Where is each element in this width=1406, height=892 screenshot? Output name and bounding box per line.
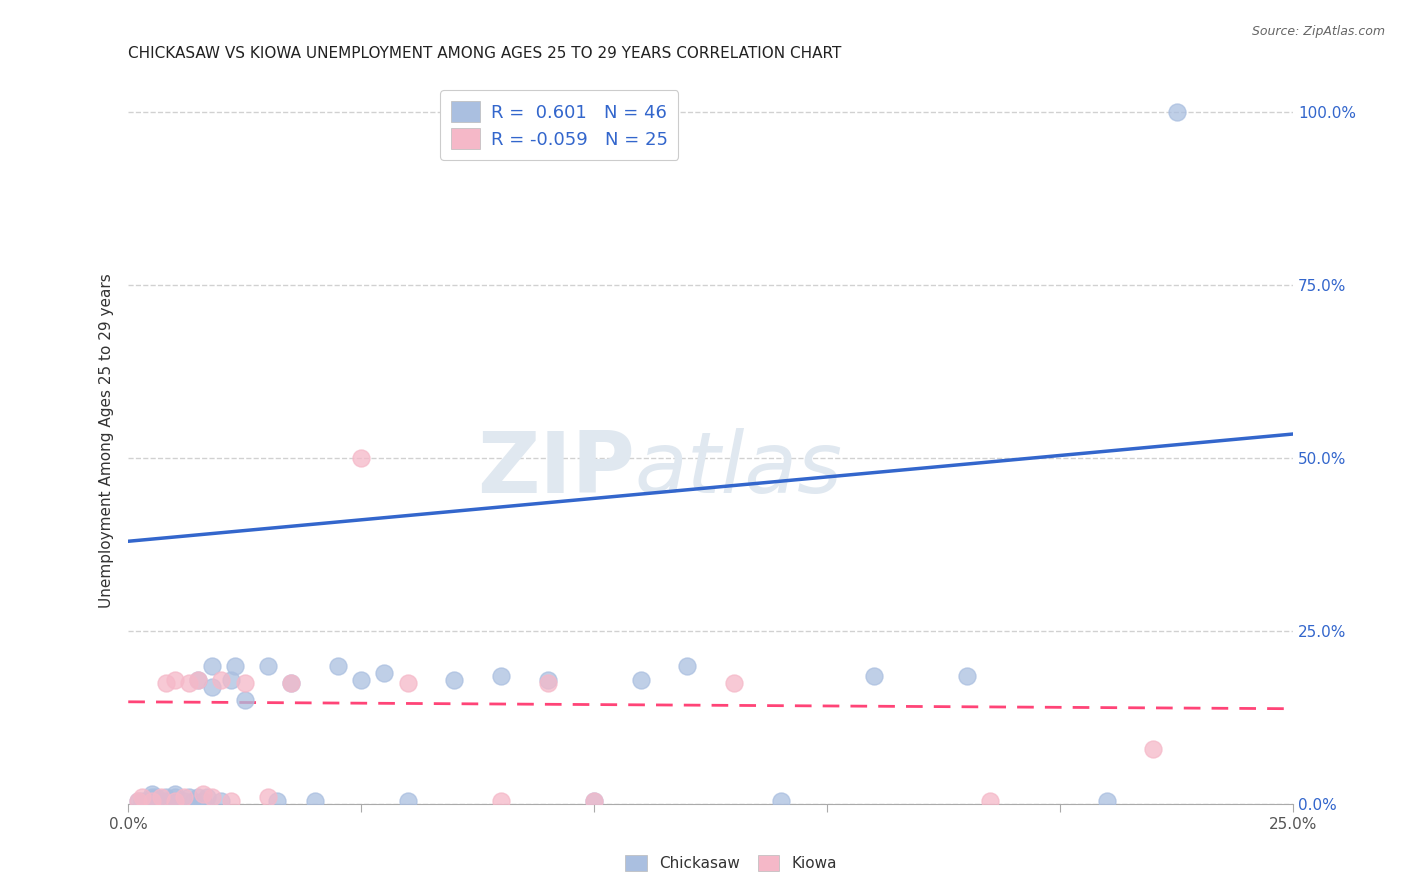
Point — [197, 790, 219, 805]
Point — [201, 658, 224, 673]
Point — [163, 790, 186, 805]
Point — [373, 665, 395, 680]
Point — [443, 673, 465, 687]
Point — [163, 673, 186, 687]
Point — [266, 794, 288, 808]
Point — [191, 787, 214, 801]
Point — [155, 676, 177, 690]
Point — [201, 680, 224, 694]
Point — [630, 673, 652, 687]
Point — [233, 693, 256, 707]
Point — [350, 673, 373, 687]
Point — [326, 658, 349, 673]
Point — [145, 790, 167, 805]
Point — [187, 673, 209, 687]
Point — [219, 794, 242, 808]
Point — [155, 790, 177, 805]
Point — [304, 794, 326, 808]
Point — [201, 790, 224, 805]
Point — [173, 790, 195, 805]
Point — [145, 794, 167, 808]
Point — [979, 794, 1001, 808]
Point — [1166, 105, 1188, 120]
Point — [257, 790, 280, 805]
Text: CHICKASAW VS KIOWA UNEMPLOYMENT AMONG AGES 25 TO 29 YEARS CORRELATION CHART: CHICKASAW VS KIOWA UNEMPLOYMENT AMONG AG… — [128, 46, 842, 62]
Point — [1095, 794, 1118, 808]
Point — [155, 794, 177, 808]
Point — [280, 676, 302, 690]
Point — [127, 794, 149, 808]
Point — [177, 790, 200, 805]
Point — [1142, 742, 1164, 756]
Point — [163, 787, 186, 801]
Legend: Chickasaw, Kiowa: Chickasaw, Kiowa — [619, 849, 844, 877]
Point — [219, 673, 242, 687]
Point — [536, 673, 558, 687]
Point — [187, 673, 209, 687]
Y-axis label: Unemployment Among Ages 25 to 29 years: Unemployment Among Ages 25 to 29 years — [100, 274, 114, 608]
Text: ZIP: ZIP — [477, 428, 636, 511]
Point — [163, 794, 186, 808]
Point — [489, 669, 512, 683]
Point — [135, 794, 157, 808]
Point — [187, 790, 209, 805]
Point — [163, 794, 186, 808]
Point — [769, 794, 792, 808]
Point — [396, 676, 419, 690]
Point — [127, 794, 149, 808]
Point — [191, 794, 214, 808]
Text: atlas: atlas — [636, 428, 844, 511]
Point — [159, 794, 181, 808]
Point — [149, 790, 172, 805]
Point — [956, 669, 979, 683]
Point — [489, 794, 512, 808]
Point — [233, 676, 256, 690]
Point — [209, 673, 232, 687]
Point — [257, 658, 280, 673]
Point — [723, 676, 745, 690]
Legend: R =  0.601   N = 46, R = -0.059   N = 25: R = 0.601 N = 46, R = -0.059 N = 25 — [440, 90, 679, 160]
Point — [173, 794, 195, 808]
Point — [676, 658, 699, 673]
Text: Source: ZipAtlas.com: Source: ZipAtlas.com — [1251, 25, 1385, 38]
Point — [131, 790, 153, 805]
Point — [583, 794, 606, 808]
Point — [149, 794, 172, 808]
Point — [141, 790, 163, 805]
Point — [536, 676, 558, 690]
Point — [209, 794, 232, 808]
Point — [183, 794, 205, 808]
Point — [280, 676, 302, 690]
Point — [177, 676, 200, 690]
Point — [396, 794, 419, 808]
Point — [131, 794, 153, 808]
Point — [862, 669, 884, 683]
Point — [141, 794, 163, 808]
Point — [224, 658, 246, 673]
Point — [350, 451, 373, 466]
Point — [141, 787, 163, 801]
Point — [583, 794, 606, 808]
